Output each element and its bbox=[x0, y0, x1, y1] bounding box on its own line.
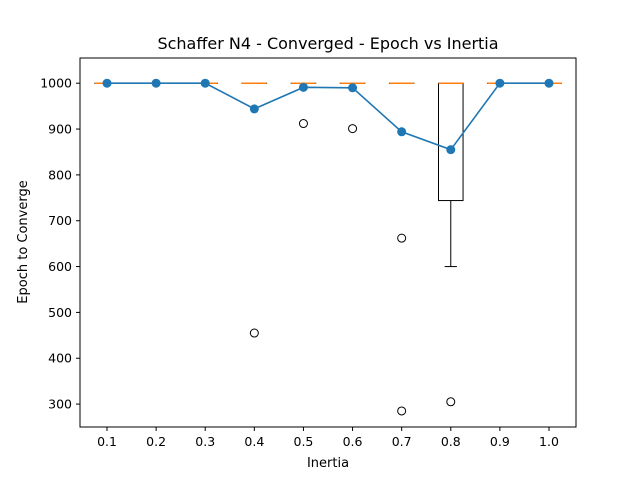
x-tick-label: 1.0 bbox=[539, 434, 559, 449]
x-tick-label: 0.7 bbox=[392, 434, 412, 449]
y-axis-ticks: 300 400 500 600 700 800 900 1000 bbox=[40, 76, 80, 412]
box-group-0.6 bbox=[339, 82, 366, 134]
x-tick-label: 0.8 bbox=[441, 434, 461, 449]
y-tick-label: 1000 bbox=[40, 76, 72, 91]
x-axis-label: Inertia bbox=[307, 456, 349, 471]
x-tick-label: 0.6 bbox=[343, 434, 363, 449]
y-tick-label: 300 bbox=[48, 397, 72, 412]
x-tick-label: 0.9 bbox=[490, 434, 510, 449]
y-tick-label: 900 bbox=[48, 122, 72, 137]
mean-layer bbox=[102, 78, 554, 155]
x-tick-label: 0.5 bbox=[294, 434, 314, 449]
x-tick-label: 0.4 bbox=[244, 434, 264, 449]
mean-point bbox=[348, 83, 358, 93]
mean-point bbox=[298, 82, 308, 92]
box-group-0.4 bbox=[241, 82, 268, 338]
mean-point bbox=[102, 78, 112, 88]
outlier-point bbox=[397, 406, 407, 416]
box-group-0.7 bbox=[388, 82, 415, 416]
chart-title: Schaffer N4 - Converged - Epoch vs Inert… bbox=[157, 34, 498, 53]
mean-point bbox=[397, 127, 407, 137]
y-tick-label: 400 bbox=[48, 351, 72, 366]
x-tick-label: 0.1 bbox=[97, 434, 117, 449]
outlier-point bbox=[298, 119, 308, 129]
outlier-point bbox=[446, 397, 456, 407]
y-tick-label: 600 bbox=[48, 259, 72, 274]
y-tick-label: 500 bbox=[48, 305, 72, 320]
plot-area bbox=[80, 58, 576, 427]
x-tick-label: 0.3 bbox=[195, 434, 215, 449]
box-group-0.8 bbox=[437, 82, 464, 407]
y-tick-label: 700 bbox=[48, 213, 72, 228]
outlier-point bbox=[397, 233, 407, 243]
mean-point bbox=[249, 104, 259, 114]
mean-line bbox=[107, 82, 549, 151]
mean-point bbox=[446, 145, 456, 155]
outlier-point bbox=[249, 328, 259, 338]
plot-frame bbox=[79, 57, 577, 428]
mean-point bbox=[200, 78, 210, 88]
mean-point bbox=[151, 78, 161, 88]
y-axis-label: Epoch to Converge bbox=[16, 180, 31, 303]
outlier-point bbox=[348, 124, 358, 134]
mean-point bbox=[495, 78, 505, 88]
x-axis-ticks: 0.1 0.2 0.3 0.4 0.5 0.6 0.7 0.8 0.9 1.0 bbox=[97, 427, 559, 449]
y-tick-label: 800 bbox=[48, 167, 72, 182]
x-tick-label: 0.2 bbox=[146, 434, 166, 449]
mean-point bbox=[544, 78, 554, 88]
